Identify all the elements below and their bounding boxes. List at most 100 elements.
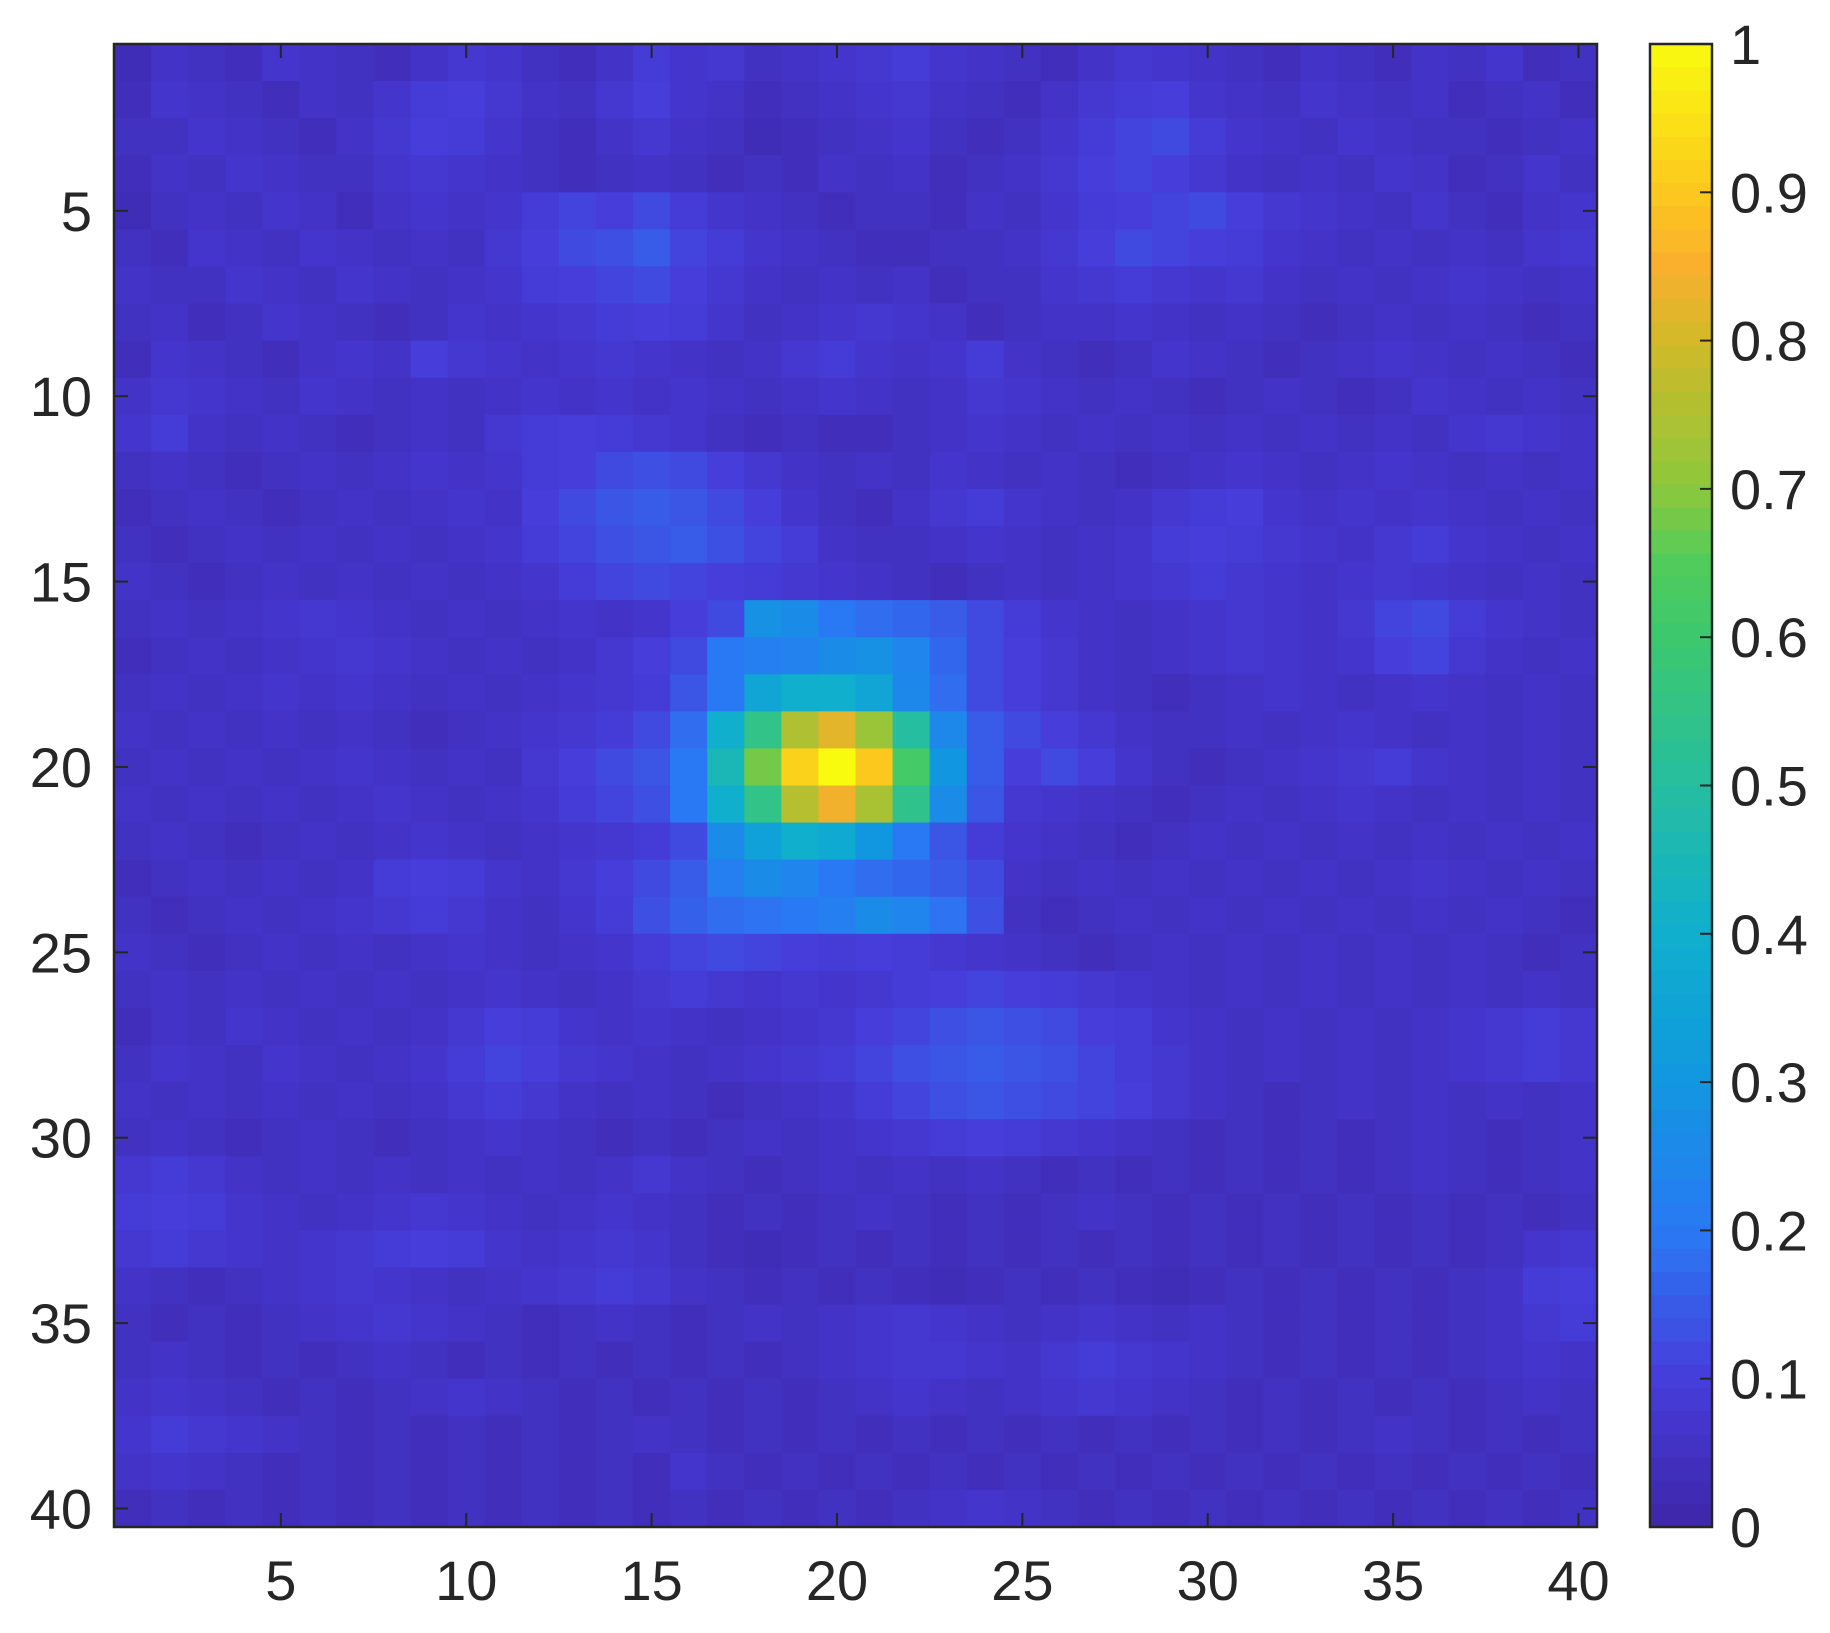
heatmap-cell bbox=[262, 785, 300, 824]
heatmap-cell bbox=[1300, 822, 1339, 861]
heatmap-cell bbox=[633, 822, 671, 861]
heatmap-cell bbox=[855, 1045, 894, 1083]
heatmap-cell bbox=[707, 933, 745, 972]
heatmap-cell bbox=[1300, 377, 1339, 416]
heatmap-cell bbox=[151, 303, 189, 342]
heatmap-cell bbox=[818, 711, 857, 750]
heatmap-cell bbox=[781, 1230, 820, 1269]
heatmap-cell bbox=[558, 414, 597, 453]
heatmap-cell bbox=[929, 377, 968, 416]
heatmap-cell bbox=[336, 266, 375, 305]
colorbar-segment bbox=[1650, 507, 1712, 532]
heatmap-cell bbox=[114, 118, 152, 156]
heatmap-cell bbox=[1189, 970, 1227, 1009]
heatmap-cell bbox=[1300, 748, 1339, 787]
heatmap-cell bbox=[1077, 303, 1116, 342]
heatmap-cell bbox=[1115, 748, 1153, 787]
heatmap-cell bbox=[225, 1452, 263, 1491]
heatmap-cell bbox=[707, 1489, 745, 1528]
heatmap-cell bbox=[1485, 1489, 1524, 1528]
heatmap-cell bbox=[1040, 1007, 1079, 1046]
heatmap-cell bbox=[744, 1230, 782, 1269]
heatmap-cell bbox=[1374, 1045, 1413, 1083]
heatmap-cell bbox=[484, 44, 523, 82]
heatmap-cell bbox=[484, 748, 523, 787]
heatmap-cell bbox=[929, 785, 968, 824]
heatmap-cell bbox=[262, 266, 300, 305]
heatmap-cell bbox=[225, 674, 263, 712]
heatmap-cell bbox=[336, 711, 375, 750]
heatmap-cell bbox=[558, 1119, 597, 1157]
heatmap-cell bbox=[595, 451, 634, 490]
heatmap-cell bbox=[1522, 1119, 1561, 1157]
heatmap-cell bbox=[373, 340, 412, 379]
heatmap-cell bbox=[892, 1267, 931, 1306]
heatmap-cell bbox=[929, 118, 968, 156]
heatmap-cell bbox=[1115, 1489, 1153, 1528]
heatmap-cell bbox=[1374, 414, 1413, 453]
heatmap-cell bbox=[1226, 44, 1264, 82]
heatmap-cell bbox=[188, 1304, 226, 1343]
heatmap-cell bbox=[447, 266, 486, 305]
heatmap-cell bbox=[1300, 488, 1339, 527]
heatmap-cell bbox=[595, 859, 634, 898]
heatmap-cell bbox=[1040, 1156, 1079, 1194]
heatmap-cell bbox=[558, 1267, 597, 1306]
heatmap-cell bbox=[151, 1230, 189, 1269]
heatmap-cell bbox=[1522, 1267, 1561, 1306]
heatmap-cell bbox=[1485, 1082, 1524, 1120]
heatmap-cell bbox=[299, 970, 338, 1009]
heatmap-cell bbox=[1040, 377, 1079, 416]
heatmap-cell bbox=[114, 303, 152, 342]
heatmap-cell bbox=[1040, 748, 1079, 787]
heatmap-cell bbox=[818, 674, 857, 712]
heatmap-cell bbox=[262, 525, 300, 564]
heatmap-cell bbox=[373, 785, 412, 824]
heatmap-cell bbox=[1374, 637, 1413, 675]
heatmap-cell bbox=[336, 1415, 375, 1454]
heatmap-cell bbox=[633, 1415, 671, 1454]
heatmap-cell bbox=[558, 81, 597, 119]
heatmap-cell bbox=[1300, 81, 1339, 119]
heatmap-cell bbox=[262, 1341, 300, 1380]
heatmap-cell bbox=[1559, 859, 1598, 898]
colorbar-segment bbox=[1650, 229, 1712, 254]
heatmap-cell bbox=[855, 1341, 894, 1380]
heatmap-cell bbox=[373, 1045, 412, 1083]
heatmap-cell bbox=[929, 1267, 968, 1306]
heatmap-cell bbox=[855, 229, 894, 268]
heatmap-cell bbox=[1559, 118, 1598, 156]
heatmap-cell bbox=[929, 1378, 968, 1417]
heatmap-cell bbox=[670, 637, 708, 675]
heatmap-cell bbox=[558, 1489, 597, 1528]
heatmap-cell bbox=[225, 155, 263, 193]
heatmap-cell bbox=[1448, 637, 1487, 675]
heatmap-cell bbox=[855, 266, 894, 305]
heatmap-cell bbox=[966, 525, 1005, 564]
heatmap-cell bbox=[521, 266, 560, 305]
heatmap-cell bbox=[1226, 1193, 1264, 1232]
heatmap-cell bbox=[929, 525, 968, 564]
y-tick-label: 35 bbox=[30, 1292, 92, 1355]
heatmap-cell bbox=[336, 118, 375, 156]
heatmap-cell bbox=[966, 748, 1005, 787]
heatmap-cell bbox=[336, 488, 375, 527]
heatmap-cell bbox=[336, 414, 375, 453]
heatmap-cell bbox=[1559, 1452, 1598, 1491]
heatmap-cell bbox=[299, 822, 338, 861]
heatmap-cell bbox=[262, 118, 300, 156]
heatmap-cell bbox=[558, 451, 597, 490]
heatmap-cell bbox=[558, 970, 597, 1009]
heatmap-cell bbox=[633, 674, 671, 712]
heatmap-cell bbox=[1152, 711, 1190, 750]
heatmap-cell bbox=[1040, 785, 1079, 824]
heatmap-cell bbox=[1152, 377, 1190, 416]
heatmap-cell bbox=[595, 81, 634, 119]
heatmap-cell bbox=[1115, 1452, 1153, 1491]
heatmap-cell bbox=[262, 1007, 300, 1046]
heatmap-cell bbox=[1115, 674, 1153, 712]
heatmap-cell bbox=[1522, 1230, 1561, 1269]
heatmap-cell bbox=[1559, 970, 1598, 1009]
heatmap-cell bbox=[521, 1267, 560, 1306]
heatmap-cell bbox=[670, 340, 708, 379]
